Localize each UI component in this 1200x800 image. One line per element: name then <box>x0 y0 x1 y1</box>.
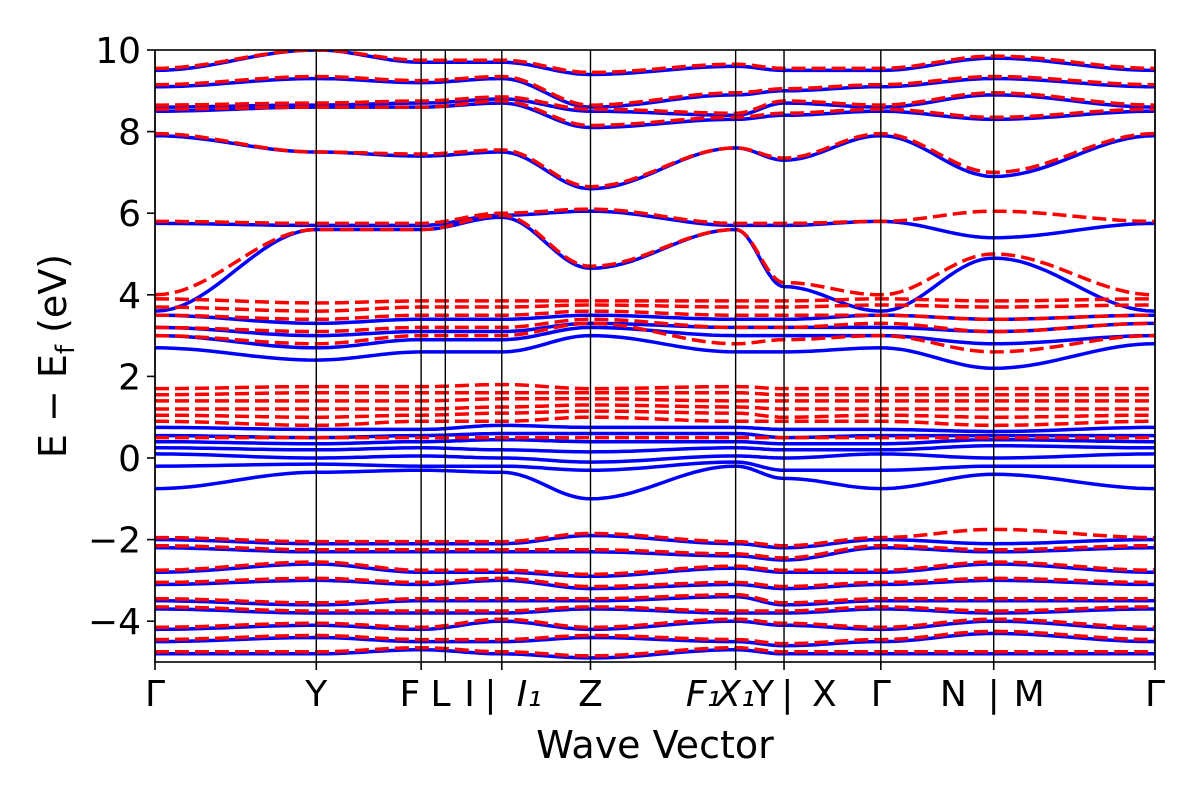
x-tick-label: Γ <box>871 674 891 715</box>
solid-band-19 <box>155 546 1155 562</box>
dashed-band-8 <box>155 317 1155 334</box>
solid-band-6 <box>155 423 1155 434</box>
y-tick-label: 6 <box>118 194 141 235</box>
dashed-band-22 <box>155 576 1155 589</box>
y-tick-label: 10 <box>95 31 141 72</box>
y-tick-label: −2 <box>88 521 141 562</box>
dashed-band-10 <box>155 303 1155 313</box>
x-tick-label: I <box>464 674 475 715</box>
dashed-band-13 <box>155 207 1155 226</box>
solid-band-1 <box>155 460 1155 472</box>
dashed-band-24 <box>155 605 1155 613</box>
solid-band-9 <box>155 321 1155 338</box>
solid-band-20 <box>155 562 1155 579</box>
dashed-band-17 <box>155 74 1155 107</box>
dashed-band-9 <box>155 309 1155 322</box>
dashed-band-25 <box>155 617 1155 630</box>
dashed-band-19 <box>155 527 1155 548</box>
plot-frame <box>154 49 1156 663</box>
x-axis-title: Wave Vector <box>536 723 774 767</box>
solid-band-22 <box>155 594 1155 607</box>
y-axis-title-main: E − E <box>31 354 75 458</box>
solid-band-0 <box>155 464 1155 501</box>
dashed-band-20 <box>155 543 1155 560</box>
solid-band-13 <box>155 133 1155 191</box>
solid-band-21 <box>155 578 1155 591</box>
dashed-band-26 <box>155 629 1155 646</box>
x-tick-label: M <box>1014 674 1045 715</box>
solid-band-2 <box>155 452 1155 464</box>
dashed-band-2 <box>155 409 1155 419</box>
dashed-band-6 <box>155 382 1155 391</box>
dashed-band-1 <box>155 415 1155 428</box>
x-tick-label: X₁ <box>714 674 755 715</box>
solid-band-4 <box>155 437 1155 446</box>
dashed-band-3 <box>155 403 1155 411</box>
dashed-band-18 <box>155 50 1155 75</box>
x-tick-label: Y <box>304 674 328 715</box>
x-tick-label: F₁ <box>686 674 721 715</box>
y-tick-label: 0 <box>118 439 141 480</box>
y-axis-title-unit: (eV) <box>31 254 75 345</box>
y-axis-ticks: −4 −2 0 2 4 6 8 10 <box>88 31 155 643</box>
y-tick-label: 2 <box>118 357 141 398</box>
dashed-band-15 <box>155 99 1155 128</box>
solid-band-3 <box>155 444 1155 454</box>
solid-band-23 <box>155 607 1155 615</box>
x-tick-label: N <box>940 674 967 715</box>
dashed-band-12 <box>155 213 1155 297</box>
x-tick-label: I₁ <box>517 674 542 715</box>
solid-band-17 <box>155 50 1155 77</box>
solid-band-25 <box>155 631 1155 648</box>
y-tick-label: 4 <box>118 276 141 317</box>
solid-band-16 <box>155 76 1155 109</box>
x-tick-label: F <box>399 674 420 715</box>
dashed-band-21 <box>155 560 1155 577</box>
y-tick-label: −4 <box>88 602 141 643</box>
dashed-band-5 <box>155 390 1155 397</box>
y-tick-label: 8 <box>118 113 141 154</box>
dashed-band-11 <box>155 297 1155 305</box>
dashed-band-7 <box>155 321 1155 354</box>
x-tick-label: L <box>430 674 450 715</box>
x-tick-label: Γ <box>145 674 165 715</box>
x-tick-label: | <box>781 674 793 715</box>
dashed-band-27 <box>155 645 1155 658</box>
solid-band-18 <box>155 533 1155 550</box>
solid-band-7 <box>155 333 1155 370</box>
x-tick-label: Z <box>578 674 603 715</box>
solid-band-12 <box>155 209 1155 240</box>
x-tick-label: Y <box>751 674 775 715</box>
y-axis-title: E − Ef (eV) <box>31 254 81 458</box>
dashed-band-23 <box>155 592 1155 605</box>
x-tick-label: | <box>484 674 496 715</box>
x-tick-label: Γ <box>1145 674 1165 715</box>
y-axis-title-subscript: f <box>51 344 81 354</box>
x-tick-label: X <box>812 674 837 715</box>
solid-band-15 <box>155 93 1155 118</box>
bands-layer <box>155 50 1155 660</box>
solid-band-24 <box>155 619 1155 632</box>
dashed-band-16 <box>155 91 1155 115</box>
dashed-band-14 <box>155 131 1155 189</box>
x-tick-label: | <box>988 674 1000 715</box>
dashed-band-4 <box>155 397 1155 403</box>
solid-band-8 <box>155 325 1155 350</box>
solid-band-26 <box>155 648 1155 660</box>
